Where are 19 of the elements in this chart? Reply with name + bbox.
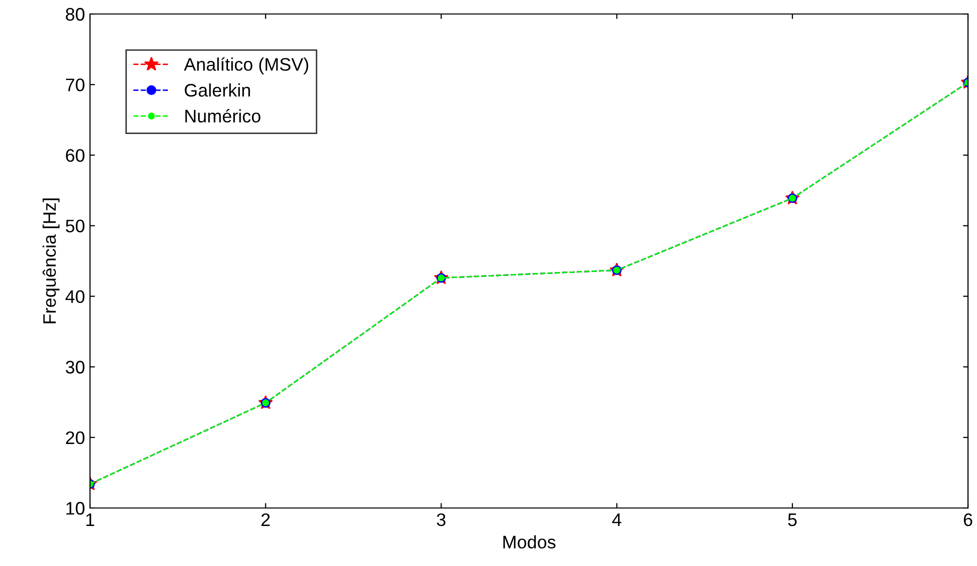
y-tick-label: 30 (66, 360, 84, 374)
y-tick-label: 40 (65, 290, 84, 304)
x-tick-label: 1 (86, 514, 94, 526)
legend-label: Galerkin (184, 83, 250, 97)
y-tick-label: 80 (66, 8, 84, 21)
x-tick-label: 3 (436, 513, 446, 526)
legend-label: Analítico (MSV) (184, 57, 308, 74)
x-tick-label: 4 (612, 514, 622, 526)
y-tick-label: 20 (66, 431, 84, 444)
legend-label: Numérico (185, 109, 260, 123)
y-tick-label: 60 (66, 149, 84, 162)
y-tick-label: 10 (66, 502, 84, 515)
y-axis-title: Frequência [Hz] (42, 198, 60, 324)
y-tick-label: 50 (66, 220, 84, 232)
x-tick-label: 5 (788, 514, 797, 526)
x-tick-label: 6 (964, 513, 972, 526)
y-tick-label: 70 (66, 78, 84, 92)
x-axis-title: Modos (503, 535, 556, 549)
x-tick-label: 2 (261, 513, 270, 526)
